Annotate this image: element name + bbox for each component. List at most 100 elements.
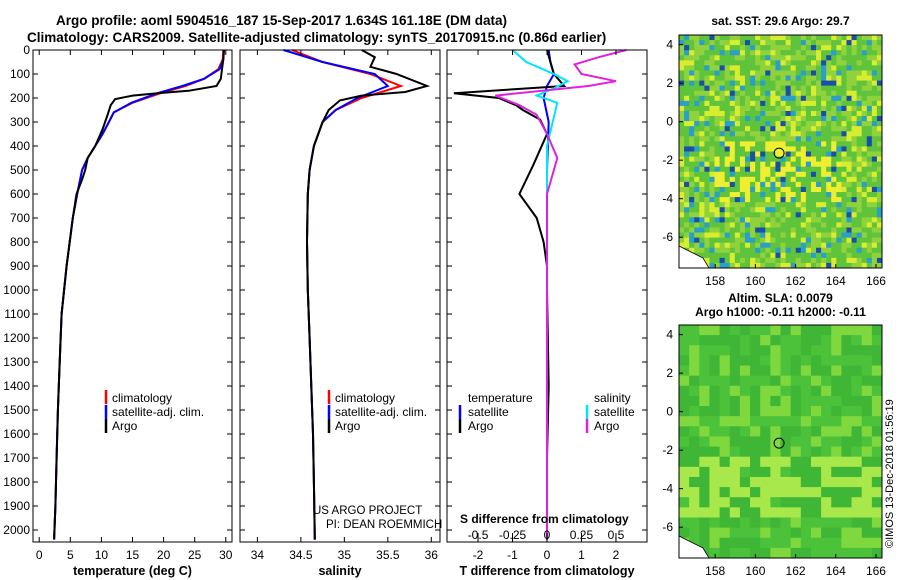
map-title: sat. SST: 29.6 Argo: 29.7 (711, 14, 850, 28)
x-tick-label: -2 (473, 548, 484, 562)
credit-project: US ARGO PROJECT (313, 505, 422, 517)
map-x-tick-label: 162 (786, 274, 806, 288)
y-tick-label: 1400 (3, 379, 30, 393)
y-tick-label: 300 (10, 115, 30, 129)
x-tick-label: 10 (95, 548, 109, 562)
y-tick-label: 2000 (3, 523, 30, 537)
map-frame (678, 34, 883, 269)
x-tick-label: 2 (613, 548, 620, 562)
map-y-tick-label: -4 (662, 482, 673, 496)
series-line-salinity-argo (494, 49, 627, 540)
legend-label-argo: Argo (112, 419, 138, 433)
y-tick-label: 0 (23, 43, 30, 57)
map-y-tick-label: 4 (666, 38, 673, 52)
legend-heading-salinity: salinity (594, 391, 631, 405)
imos-stamp: ©IMOS 13-Dec-2018 01:56:19 (884, 399, 896, 548)
x-top-tick-label: 0 (544, 528, 551, 542)
plot-frame (239, 49, 441, 543)
legend-label-climatology: climatology (335, 391, 395, 405)
x-top-tick-label: -0.25 (499, 528, 527, 542)
temperature-panel: 0 5 10 15 20 25 300100200300400500600700800900… (3, 43, 232, 578)
map-x-tick-label: 162 (786, 564, 806, 578)
x-tick-label: 35.5 (376, 548, 400, 562)
map-x-tick-label: 160 (745, 564, 765, 578)
sst-map-panel: 158 160 162 164 166 4 2 0 -2 -4 -6 sat. SST: 29.6 A… (662, 14, 886, 288)
x-axis-label: salinity (318, 564, 361, 578)
difference-legend: temperature satellite Argo salinity sate… (458, 391, 635, 433)
argo-position-marker (773, 437, 785, 449)
x-tick-label: -1 (507, 548, 518, 562)
temperature-legend: climatology satellite-adj. clim. Argo (104, 390, 204, 433)
map-y-tick-label: -4 (662, 192, 673, 206)
legend-label-argo: Argo (335, 419, 361, 433)
map-y-tick-label: -6 (662, 230, 673, 244)
sla-map-panel: 158 160 162 164 166 4 2 0 -2 -4 -6 Altim. SLA: 0.00… (662, 291, 886, 578)
x-tick-label: 34 (251, 548, 265, 562)
y-tick-label: 1600 (3, 427, 30, 441)
y-tick-label: 1200 (3, 331, 30, 345)
series-line-satellite-adj-clim- (283, 49, 390, 540)
argo-position-marker (773, 147, 785, 159)
y-tick-label: 1500 (3, 403, 30, 417)
x-tick-label: 36 (425, 548, 439, 562)
credit-pi: PI: DEAN ROEMMICH (326, 519, 442, 531)
x-tick-label: 34.5 (289, 548, 313, 562)
x-axis-label: temperature (deg C) (73, 564, 192, 578)
difference-top-label: S difference from climatology (460, 512, 629, 526)
header-line1: Argo profile: aoml 5904516_187 15-Sep-20… (56, 13, 507, 28)
x-tick-label: 15 (126, 548, 140, 562)
x-tick-label: 20 (157, 548, 171, 562)
series-line-salinity-satellite (511, 49, 570, 540)
y-tick-label: 1000 (3, 283, 30, 297)
series-line-climatology (53, 49, 225, 540)
map-frame (678, 324, 883, 559)
map-y-tick-label: 2 (666, 366, 673, 380)
salinity-legend: climatology satellite-adj. clim. Argo (327, 390, 427, 433)
legend-label-s-satellite: satellite (594, 405, 635, 419)
y-tick-label: 200 (10, 91, 30, 105)
y-tick-label: 1100 (4, 307, 30, 321)
sst-field (679, 35, 883, 269)
map-y-tick-label: -2 (662, 443, 673, 457)
map-x-tick-label: 166 (866, 274, 886, 288)
sla-field (679, 325, 883, 559)
x-tick-label: 25 (188, 548, 202, 562)
header-line2: Climatology: CARS2009. Satellite-adjuste… (27, 30, 606, 45)
x-top-tick-label: -0.5 (468, 528, 489, 542)
x-tick-label: 30 (219, 548, 233, 562)
map-y-tick-label: 0 (666, 405, 673, 419)
x-top-tick-label: 0.25 (570, 528, 594, 542)
legend-label-climatology: climatology (112, 391, 172, 405)
y-tick-label: 600 (10, 187, 30, 201)
y-tick-label: 800 (10, 235, 30, 249)
map-y-tick-label: 4 (666, 328, 673, 342)
legend-label-satellite: satellite-adj. clim. (335, 405, 427, 419)
x-tick-label: 1 (578, 548, 585, 562)
difference-panel: -2 -1 0 1 2 -0.5 -0.25 0 0.25 0.5 T difference fro… (446, 49, 648, 578)
y-tick-label: 900 (10, 259, 30, 273)
map-x-tick-label: 158 (705, 564, 725, 578)
x-tick-label: 35 (338, 548, 352, 562)
map-y-tick-label: -6 (662, 520, 673, 534)
y-tick-label: 1800 (3, 475, 30, 489)
map-title: Altim. SLA: 0.0079 (728, 291, 833, 305)
legend-label-t-satellite: satellite (468, 405, 509, 419)
legend-label-t-argo: Argo (468, 419, 494, 433)
series-line-argo (305, 49, 431, 540)
legend-label-satellite: satellite-adj. clim. (112, 405, 204, 419)
series-line-argo (53, 49, 225, 540)
y-tick-label: 700 (10, 211, 30, 225)
map-x-tick-label: 158 (705, 274, 725, 288)
series-line-satellite-adj-clim- (53, 49, 225, 540)
salinity-panel: 34 34.5 35 35.5 36 salinity (239, 49, 441, 578)
map-y-tick-label: -2 (662, 153, 673, 167)
y-tick-label: 1900 (3, 499, 30, 513)
map-x-tick-label: 164 (826, 564, 846, 578)
map-y-tick-label: 0 (666, 115, 673, 129)
y-tick-label: 400 (10, 139, 30, 153)
map-subtitle: Argo h1000: -0.11 h2000: -0.11 (695, 305, 866, 319)
y-tick-label: 1700 (3, 451, 30, 465)
legend-label-s-argo: Argo (594, 419, 620, 433)
map-x-tick-label: 164 (826, 274, 846, 288)
